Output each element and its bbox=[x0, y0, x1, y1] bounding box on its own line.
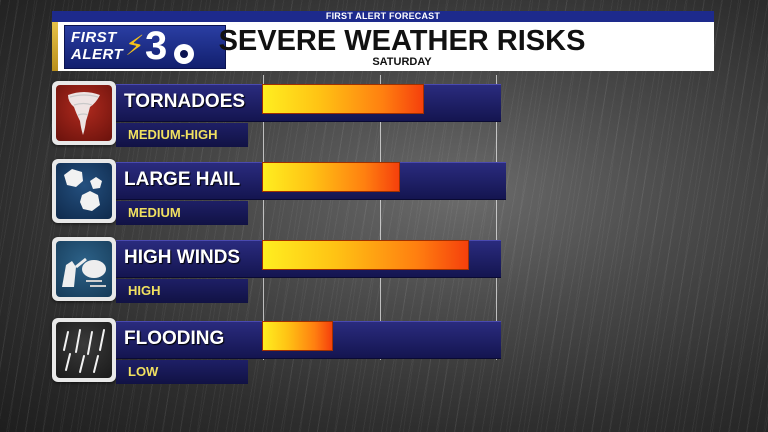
logo-line1: FIRST bbox=[71, 29, 117, 46]
risk-level-box bbox=[116, 201, 248, 225]
risk-track bbox=[262, 162, 500, 198]
risk-bar bbox=[262, 162, 400, 192]
page-subtitle: SATURDAY bbox=[372, 56, 432, 68]
header-banner: FIRST ALERT ⚡ 3 SEVERE WEATHER RISKS SAT… bbox=[52, 22, 714, 71]
risk-bar bbox=[262, 321, 333, 351]
risk-level: MEDIUM bbox=[128, 205, 181, 220]
hail-icon bbox=[56, 163, 112, 219]
gridline bbox=[263, 75, 264, 360]
icon-tile bbox=[52, 159, 116, 223]
wind-icon bbox=[56, 241, 112, 297]
risk-level: MEDIUM-HIGH bbox=[128, 127, 218, 142]
risk-name: FLOODING bbox=[124, 328, 225, 349]
lightning-bolt-icon: ⚡ bbox=[125, 30, 145, 61]
risk-name: TORNADOES bbox=[124, 91, 246, 112]
tornado-icon bbox=[56, 85, 112, 141]
logo-line2: ALERT bbox=[71, 46, 124, 63]
gridline bbox=[380, 75, 381, 360]
risk-level-box bbox=[116, 279, 248, 303]
risk-track bbox=[262, 240, 500, 276]
risk-name: LARGE HAIL bbox=[124, 169, 241, 190]
header-accent bbox=[52, 22, 58, 71]
risk-row-large-hail: LARGE HAIL MEDIUM bbox=[0, 159, 768, 227]
icon-tile bbox=[52, 81, 116, 145]
risk-track bbox=[262, 84, 500, 120]
risk-level: LOW bbox=[128, 364, 159, 379]
gridline bbox=[496, 75, 497, 360]
risk-level-box bbox=[116, 360, 248, 384]
risk-bar bbox=[262, 84, 424, 114]
risk-name: HIGH WINDS bbox=[124, 247, 241, 268]
icon-tile bbox=[52, 237, 116, 301]
first-alert-logo: FIRST ALERT ⚡ 3 bbox=[64, 24, 226, 69]
risk-row-flooding: FLOODING LOW bbox=[0, 318, 768, 386]
cbs-eye-icon bbox=[174, 44, 194, 64]
rain-icon bbox=[56, 322, 112, 378]
risk-bar bbox=[262, 240, 469, 270]
risk-row-tornadoes: TORNADOES MEDIUM-HIGH bbox=[0, 81, 768, 149]
logo-channel: 3 bbox=[145, 24, 168, 68]
icon-tile bbox=[52, 318, 116, 382]
risk-level: HIGH bbox=[128, 283, 161, 298]
page-title: SEVERE WEATHER RISKS bbox=[218, 25, 586, 57]
header-strip: FIRST ALERT FORECAST bbox=[52, 11, 714, 22]
risk-row-high-winds: HIGH WINDS HIGH bbox=[0, 237, 768, 305]
risk-level-box bbox=[116, 123, 248, 147]
risk-track bbox=[262, 321, 500, 357]
